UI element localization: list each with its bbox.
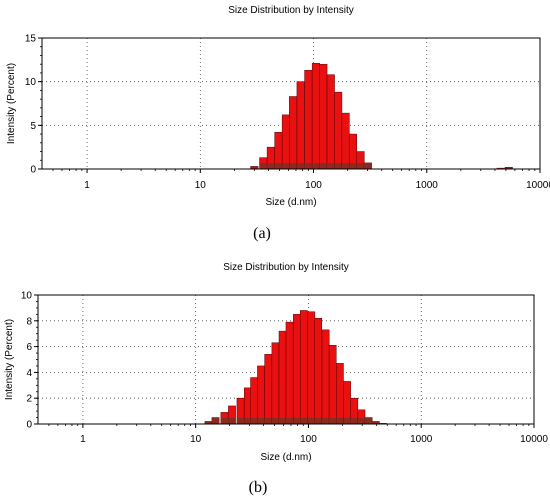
x-axis-label: Size (d.nm) — [260, 452, 311, 463]
histogram-bar — [278, 330, 287, 425]
x-tick-label: 1000 — [416, 180, 439, 191]
histogram-bar — [299, 310, 308, 425]
histogram-bar-base — [350, 418, 358, 424]
x-axis-label: Size (d.nm) — [265, 197, 316, 208]
histogram-bar-base — [319, 163, 328, 169]
histogram-bar — [336, 363, 344, 425]
y-axis-label: Intensity (Percent) — [6, 63, 17, 144]
chart-title: Size Distribution by Intensity — [223, 262, 349, 273]
histogram-bar-base — [307, 418, 315, 424]
histogram-bar-base — [343, 418, 351, 424]
histogram-bar — [304, 70, 313, 170]
histogram-bar — [326, 74, 335, 170]
histogram-bar-base — [329, 418, 337, 424]
x-tick-label: 10000 — [526, 180, 550, 191]
histogram-bar-base — [264, 418, 272, 424]
histogram-bar-base — [285, 418, 294, 424]
y-tick-label: 10 — [25, 77, 37, 88]
y-tick-label: 10 — [21, 291, 33, 302]
histogram-bar-base — [267, 163, 275, 169]
histogram-bar — [281, 114, 290, 170]
x-tick-label: 1 — [80, 434, 86, 445]
histogram-bar-base — [314, 418, 322, 424]
y-tick-label: 15 — [25, 34, 37, 45]
histogram-bar — [321, 329, 330, 425]
histogram-bar-base — [327, 163, 335, 169]
histogram-bar — [343, 381, 351, 425]
histogram-bar — [257, 365, 265, 425]
x-tick-label: 100 — [300, 434, 317, 445]
histogram-bar-base — [364, 163, 372, 169]
histogram-bar — [314, 317, 323, 425]
histogram-bar — [307, 311, 316, 425]
x-tick-label: 10 — [190, 434, 202, 445]
x-tick-label: 1000 — [410, 434, 433, 445]
histogram-bar — [289, 96, 298, 170]
histogram-bar-base — [505, 167, 513, 169]
histogram-bar — [285, 321, 294, 425]
x-tick-label: 10000 — [520, 434, 548, 445]
histogram-bar-base — [259, 163, 268, 169]
histogram-bar-base — [250, 418, 258, 424]
histogram-bar — [319, 63, 328, 170]
histogram-bar — [293, 314, 301, 425]
histogram-bar-base — [274, 163, 283, 169]
histogram-bar-base — [289, 163, 297, 169]
histogram-bar — [341, 112, 350, 170]
histogram-bar-base — [236, 418, 245, 424]
histogram-bar-base — [204, 421, 213, 424]
histogram-bar-base — [279, 418, 287, 424]
y-tick-label: 2 — [26, 394, 32, 405]
histogram-bar — [311, 63, 320, 170]
histogram-bar-base — [304, 163, 313, 169]
chart-title: Size Distribution by Intensity — [228, 5, 354, 16]
histogram-bar — [328, 345, 337, 425]
y-tick-label: 8 — [26, 316, 32, 327]
histogram-bar-base — [293, 418, 301, 424]
histogram-bar-base — [341, 163, 350, 169]
histogram-bar-base — [365, 418, 373, 424]
histogram-bar-base — [211, 418, 220, 424]
chart-panel-a: Size Distribution by Intensity 0 5 10 15 1 10 1… — [6, 5, 550, 242]
panel-caption: (a) — [253, 225, 271, 242]
histogram-bar — [271, 342, 280, 425]
y-tick-label: 0 — [26, 420, 32, 431]
histogram-bar — [334, 91, 343, 170]
histogram-bar-base — [250, 166, 259, 169]
y-tick-label: 0 — [30, 165, 36, 176]
histogram-bar-base — [228, 418, 236, 424]
histogram-bar-base — [220, 418, 229, 424]
panel-caption: (b) — [249, 479, 268, 496]
histogram-bar-base — [349, 163, 357, 169]
x-tick-label: 10 — [195, 180, 207, 191]
x-tick-label: 1 — [84, 180, 90, 191]
histogram-bar-base — [322, 418, 330, 424]
x-tick-label: 100 — [305, 180, 322, 191]
plot-frame — [41, 37, 541, 170]
histogram-bar — [296, 81, 305, 170]
histogram-bar — [264, 354, 273, 425]
y-axis-label: Intensity (Percent) — [4, 319, 15, 400]
chart-panel-b: Size Distribution by Intensity 0 2 4 6 8 10 1 10… — [4, 262, 548, 496]
y-tick-label: 5 — [30, 121, 36, 132]
histogram-bar-base — [296, 163, 305, 169]
histogram-bar-base — [257, 418, 265, 424]
histogram-bar-base — [300, 418, 308, 424]
histogram-bar-base — [312, 163, 320, 169]
histogram-bar-base — [372, 421, 380, 424]
histogram-bar-base — [336, 418, 344, 424]
y-tick-label: 4 — [26, 368, 32, 379]
y-tick-label: 6 — [26, 342, 32, 353]
histogram-bar-base — [357, 418, 366, 424]
histogram-bar-base — [244, 418, 252, 424]
histogram-bar — [250, 377, 258, 425]
histogram-bar-base — [356, 163, 365, 169]
histogram-bar-base — [282, 163, 290, 169]
histogram-bar-base — [271, 418, 280, 424]
histogram-bar-base — [334, 163, 342, 169]
